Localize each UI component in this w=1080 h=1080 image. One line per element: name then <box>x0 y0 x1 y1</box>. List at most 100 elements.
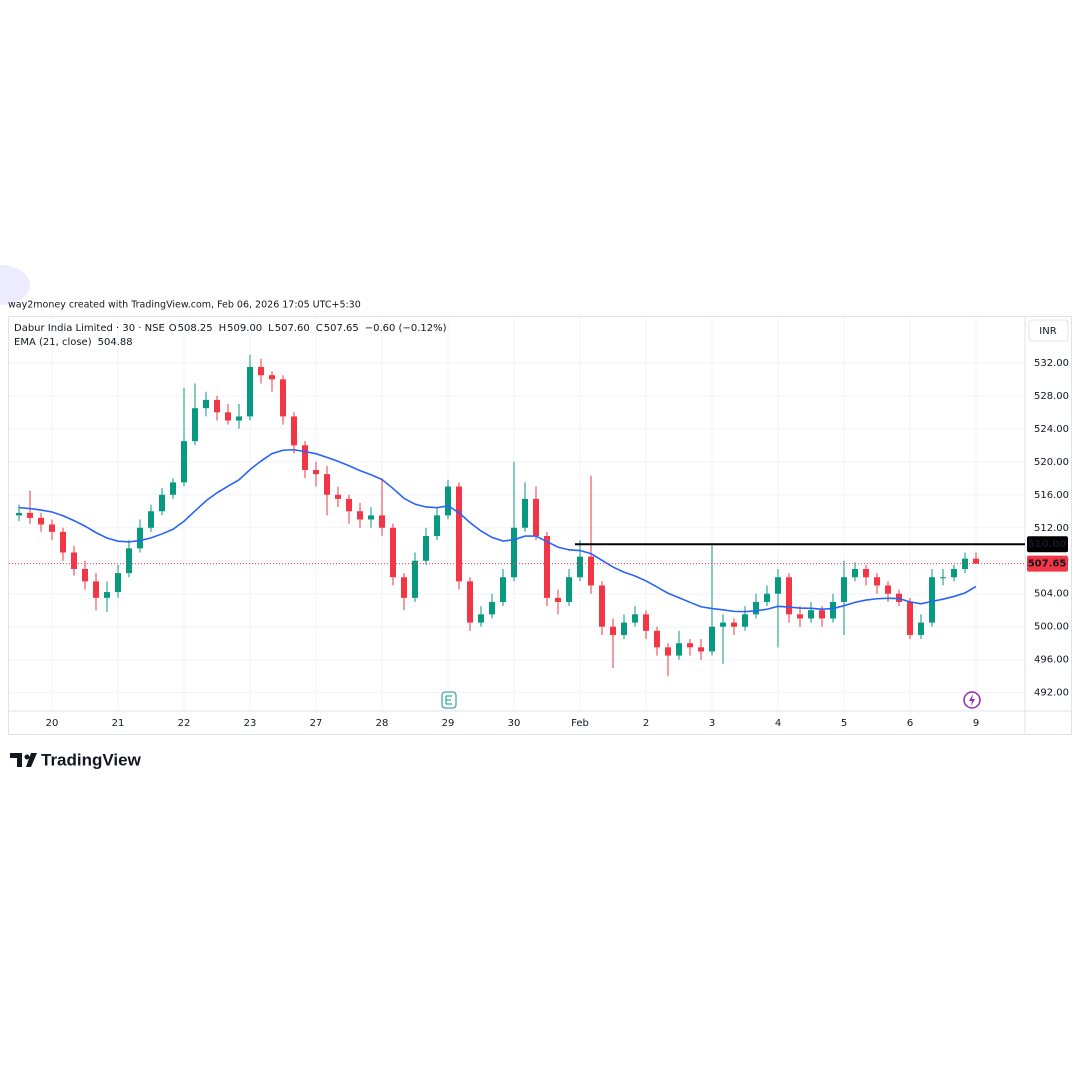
candle-body <box>698 647 704 652</box>
ohlc-label: H <box>219 323 227 334</box>
x-tick-label: 3 <box>709 718 715 729</box>
x-tick-label: 5 <box>841 718 847 729</box>
candle-body <box>368 515 374 520</box>
ema-value: 504.88 <box>98 337 133 348</box>
candle-body <box>555 597 561 602</box>
currency-box[interactable] <box>1028 319 1069 342</box>
y-tick-label: 516.00 <box>1034 490 1069 501</box>
ohlc-value: 509.00 <box>227 323 262 334</box>
candle-body <box>885 585 891 594</box>
candle-body <box>379 515 385 528</box>
candle-body <box>49 524 55 532</box>
candle-body <box>830 601 836 619</box>
brand: TradingView <box>41 750 142 769</box>
candle-body <box>16 512 22 516</box>
candle-body <box>599 585 605 627</box>
candle-body <box>423 536 429 561</box>
y-tick-label: 492.00 <box>1034 688 1069 699</box>
x-tick-label: 29 <box>442 718 455 729</box>
legend: Dabur India Limited · 30 · NSE EMA (21, … <box>14 323 447 348</box>
flash-glyph <box>969 694 975 706</box>
chart-title: Dabur India Limited · 30 · NSE <box>14 323 165 334</box>
candle-body <box>137 527 143 549</box>
ohlc-label: L <box>268 323 274 334</box>
dividend-marker[interactable] <box>963 691 981 709</box>
event-marker[interactable] <box>441 691 457 709</box>
y-tick-label: 512.00 <box>1034 523 1069 534</box>
x-tick-label: 30 <box>508 718 521 729</box>
candle-body <box>841 577 847 602</box>
candle-body <box>159 494 165 512</box>
candle-body <box>247 366 253 417</box>
candle-body <box>544 536 550 598</box>
y-tick-label: 504.00 <box>1034 589 1069 600</box>
ema-legend: EMA (21, close) <box>14 337 92 348</box>
candle-body <box>225 412 231 421</box>
candle-body <box>236 416 242 421</box>
candle-body <box>203 399 209 409</box>
candle-body <box>456 486 462 582</box>
candle-body <box>445 486 451 516</box>
candle-body <box>500 577 506 602</box>
candle-body <box>797 614 803 619</box>
candle-body <box>192 408 198 442</box>
x-tick-label: 2 <box>643 718 649 729</box>
candle-body <box>467 581 473 623</box>
candle-body <box>357 511 363 520</box>
y-tick-label: 528.00 <box>1034 391 1069 402</box>
candle-body <box>104 592 110 598</box>
candle-body <box>742 614 748 627</box>
candle-body <box>93 581 99 598</box>
ohlc-value: 507.65 <box>324 323 359 334</box>
candle-body <box>269 375 275 380</box>
ohlc-label: C <box>316 323 323 334</box>
candle-body <box>324 474 330 495</box>
candle-body <box>313 470 319 475</box>
logo-slash <box>26 753 37 767</box>
last-price-label: 507.65 <box>1028 559 1067 570</box>
candle-body <box>720 622 726 627</box>
brand-logo: TradingView <box>10 750 142 769</box>
x-tick-label: 4 <box>775 718 781 729</box>
ohlc-label: O <box>169 323 177 334</box>
candle-body <box>819 610 825 619</box>
logo-dot <box>24 754 30 760</box>
candle-body <box>566 577 572 602</box>
candle-body <box>632 614 638 623</box>
change: −0.60 (−0.12%) <box>365 323 447 334</box>
candle-body <box>808 610 814 619</box>
currency: INR <box>1039 326 1056 337</box>
level-label: 510.00 <box>1028 539 1067 550</box>
candle-body <box>588 556 594 586</box>
candle-body <box>71 552 77 569</box>
y-tick-label: 524.00 <box>1034 424 1069 435</box>
candle-body <box>412 560 418 598</box>
candle-body <box>786 577 792 615</box>
grid: 492.00496.00500.00504.00508.00512.00516.… <box>9 317 1069 729</box>
candle-body <box>60 531 66 553</box>
candle-body <box>907 601 913 635</box>
candle-body <box>115 573 121 593</box>
candle-body <box>170 482 176 495</box>
y-tick-label: 496.00 <box>1034 655 1069 666</box>
candle-body <box>434 515 440 537</box>
x-tick-label: Feb <box>571 718 589 729</box>
candle-body <box>346 498 352 512</box>
candle-body <box>610 626 616 635</box>
attribution: way2money created with TradingView.com, … <box>8 300 361 311</box>
candle-body <box>27 512 33 518</box>
candle-body <box>181 441 187 483</box>
candle-body <box>852 568 858 578</box>
ema-line <box>18 448 977 613</box>
y-tick-label: 520.00 <box>1034 457 1069 468</box>
candle-body <box>280 379 286 417</box>
candle-body <box>214 399 220 413</box>
x-tick-label: 22 <box>178 718 191 729</box>
last-price-tag <box>1027 555 1068 572</box>
plot: 507.65 510.00 <box>9 354 1068 677</box>
candle-body <box>775 577 781 594</box>
y-tick-label: 500.00 <box>1034 622 1069 633</box>
candle-body <box>577 556 583 578</box>
candle-body <box>148 511 154 528</box>
candle-body <box>676 643 682 656</box>
